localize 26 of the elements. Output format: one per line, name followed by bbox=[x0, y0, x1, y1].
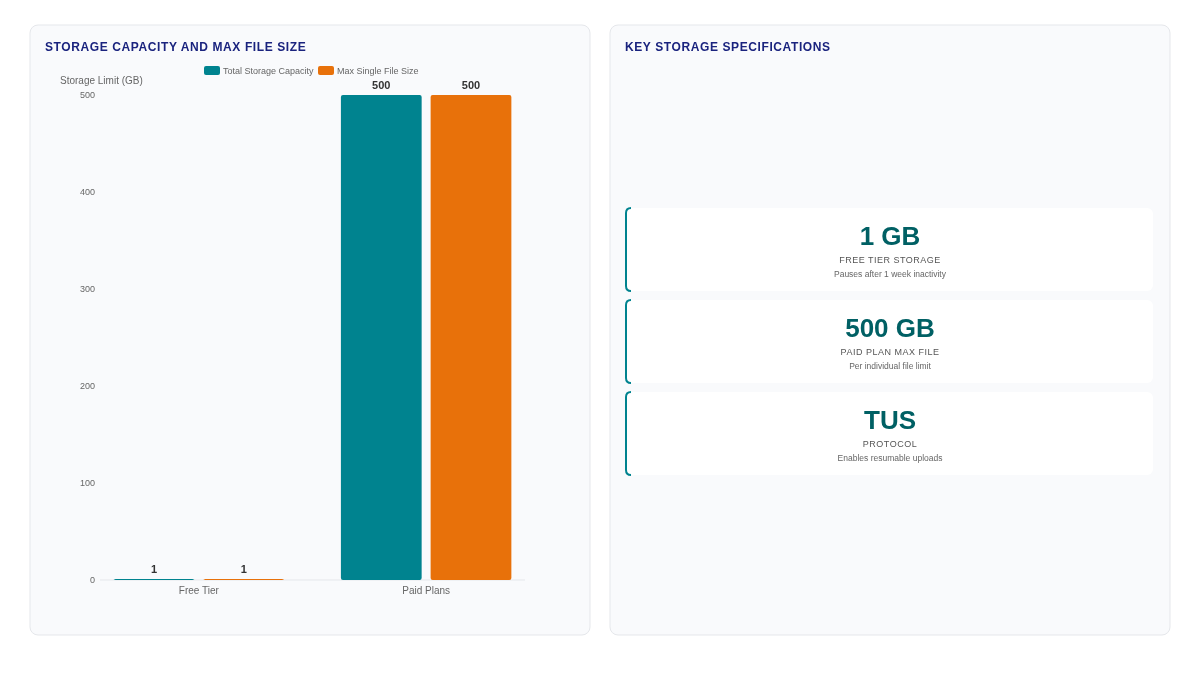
text: Enables resumable uploads bbox=[837, 453, 943, 463]
y-tick-label: 300 bbox=[79, 284, 95, 295]
legend-label: Total Storage Capacity bbox=[223, 66, 315, 76]
text: Per individual file limit bbox=[849, 361, 932, 371]
chart-title: STORAGE CAPACITY AND MAX FILE SIZE bbox=[45, 40, 307, 54]
text: 500 GB bbox=[845, 313, 935, 343]
text: TUS bbox=[864, 405, 916, 435]
data-label: 1 bbox=[150, 563, 158, 576]
text: 1 GB bbox=[859, 221, 921, 251]
y-tick-label: 100 bbox=[79, 478, 95, 489]
y-tick-label: 200 bbox=[79, 381, 95, 392]
y-axis-title: Storage Limit (GB) bbox=[60, 75, 143, 86]
legend-label: Max Single File Size bbox=[337, 66, 419, 76]
text: KEY STORAGE SPECIFICATIONS bbox=[625, 40, 831, 54]
data-label: 1 bbox=[240, 563, 247, 576]
text: PROTOCOL bbox=[862, 439, 918, 449]
x-tick-label: Paid Plans bbox=[402, 585, 451, 596]
text: PAID PLAN MAX FILE bbox=[840, 347, 940, 357]
y-tick-label: 500 bbox=[79, 90, 95, 101]
x-tick-label: Free Tier bbox=[178, 585, 220, 596]
y-tick-label: 0 bbox=[89, 575, 95, 586]
text: Pauses after 1 week inactivity bbox=[834, 269, 947, 279]
data-label: 500 bbox=[372, 79, 391, 91]
text: FREE TIER STORAGE bbox=[839, 255, 941, 265]
data-label: 500 bbox=[461, 79, 481, 91]
y-tick-label: 400 bbox=[79, 187, 95, 198]
